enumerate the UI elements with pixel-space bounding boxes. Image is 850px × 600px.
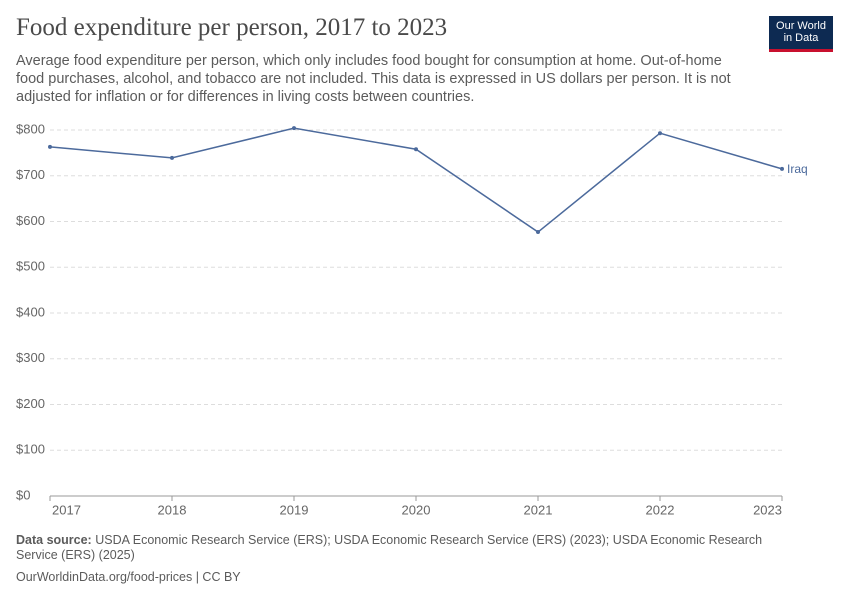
x-tick-label: 2023	[753, 502, 782, 517]
source-label: Data source:	[16, 533, 92, 547]
x-tick-label: 2019	[280, 502, 309, 517]
data-point	[414, 147, 418, 152]
y-tick-label: $700	[16, 167, 45, 182]
chart: $0 $100 $200 $300 $400 $500 $600 $700 $800 2017 20…	[16, 121, 808, 517]
chart-subtitle: Average food expenditure per person, whi…	[16, 53, 731, 105]
logo-text: in Data	[783, 32, 819, 44]
data-point	[48, 144, 52, 149]
y-tick-label: $400	[16, 304, 45, 319]
x-tick-label: 2018	[158, 502, 187, 517]
series-label: Iraq	[787, 162, 808, 176]
x-tick-label: 2017	[52, 502, 81, 517]
series-line	[49, 127, 783, 233]
y-tick-label: $800	[16, 121, 45, 136]
y-tick-label: $300	[16, 350, 45, 365]
footer[interactable]: OurWorldinData.org/food-prices | CC BY	[16, 570, 241, 584]
y-tick-label: $500	[16, 259, 45, 274]
data-point	[658, 131, 662, 136]
logo-text: Our World	[776, 20, 826, 32]
data-point	[170, 155, 174, 160]
source-text: USDA Economic Research Service (ERS); US…	[16, 533, 763, 562]
y-tick-label: $600	[16, 213, 45, 228]
y-tick-label: $200	[16, 396, 45, 411]
y-tick-label: $0	[16, 487, 30, 502]
y-tick-label: $100	[16, 442, 45, 457]
source: Data source: USDA Economic Research Serv…	[16, 533, 776, 563]
x-tick-label: 2022	[646, 502, 675, 517]
chart-title: Food expenditure per person, 2017 to 202…	[16, 14, 448, 41]
x-tick-label: 2020	[402, 502, 431, 517]
data-point	[780, 166, 784, 171]
logo[interactable]: Our World in Data	[769, 16, 833, 52]
data-point	[536, 230, 540, 235]
data-point	[292, 126, 296, 131]
x-tick-label: 2021	[524, 502, 553, 517]
